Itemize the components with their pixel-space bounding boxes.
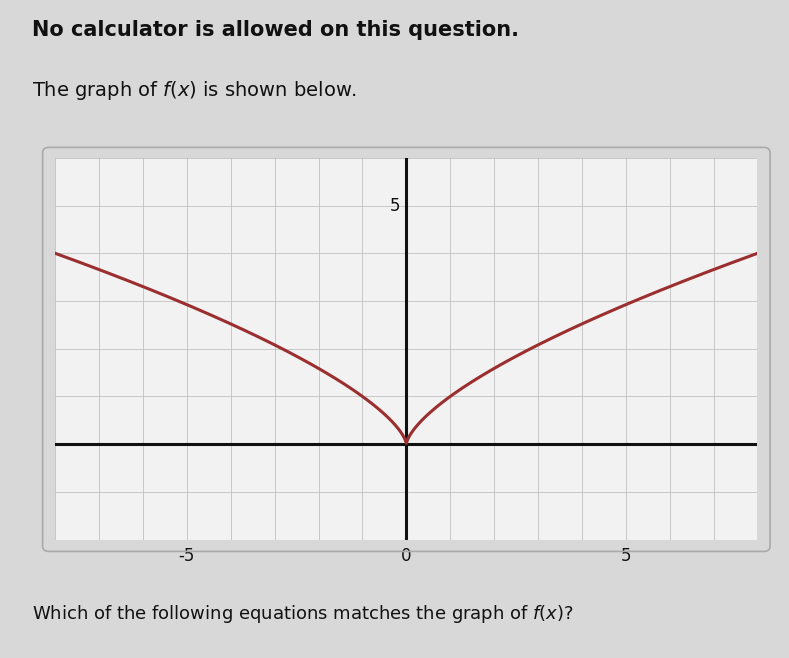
Text: -5: -5: [178, 547, 195, 565]
Text: The graph of $f(x)$ is shown below.: The graph of $f(x)$ is shown below.: [32, 79, 357, 102]
Text: No calculator is allowed on this question.: No calculator is allowed on this questio…: [32, 20, 518, 39]
Text: 5: 5: [389, 197, 400, 215]
Text: 5: 5: [620, 547, 631, 565]
Text: 0: 0: [401, 547, 412, 565]
Text: Which of the following equations matches the graph of $f(x)$?: Which of the following equations matches…: [32, 603, 574, 625]
